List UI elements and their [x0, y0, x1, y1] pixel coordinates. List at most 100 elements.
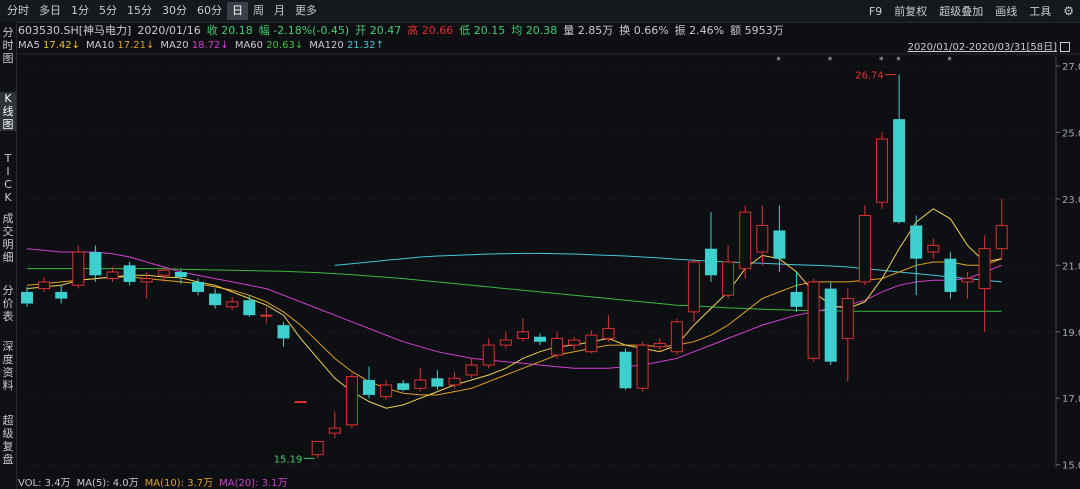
ma-value: 18.72↓ — [191, 39, 229, 51]
tab-timeframe[interactable]: 周 — [253, 4, 264, 17]
candle-body — [482, 344, 495, 366]
tool-button[interactable]: 工具 — [1029, 5, 1052, 18]
candle-body — [328, 427, 341, 434]
ma10-line — [26, 258, 1002, 396]
candle-body — [89, 252, 102, 276]
candle-body — [277, 325, 290, 339]
candle-body — [841, 298, 854, 339]
candle-body — [414, 379, 427, 389]
tool-button[interactable]: 前复权 — [894, 5, 928, 18]
tool-button[interactable]: F9 — [868, 4, 883, 18]
candle-body — [773, 230, 786, 259]
timeframe-tabs: 分时 多日 1分 5分 15分 30分 60分日周月更多 — [0, 0, 322, 22]
candle-body — [499, 339, 512, 346]
candle-body — [568, 339, 581, 346]
low-value: 低 20.15 — [459, 24, 506, 37]
candle-body — [106, 271, 119, 280]
candle-body — [380, 384, 393, 398]
candle-body — [893, 119, 906, 223]
date-range-label: 2020/01/02-2020/03/31[58日] — [907, 42, 1057, 53]
candle-body — [397, 383, 410, 390]
candle-body — [516, 331, 529, 339]
left-sidebar: 分 时 图 K 线 图 T I C K 成 交 明 细分 价 表深 度 资 料超 级 … — [0, 22, 17, 489]
sidebar-item[interactable]: 超 级 复 盘 — [2, 414, 14, 466]
y-tick-label: 15.0 — [1062, 461, 1080, 472]
tab-timeframe[interactable]: 月 — [274, 4, 285, 17]
candle-body — [260, 314, 273, 317]
ma-item: MA5 17.42↓ — [18, 40, 80, 51]
candle-body — [363, 379, 375, 395]
candle-body — [226, 301, 239, 308]
tool-button[interactable]: 画线 — [995, 5, 1018, 18]
candle-body — [174, 271, 187, 277]
candle-body — [807, 281, 820, 359]
ma-label: MA120 — [309, 39, 347, 51]
candle-body — [670, 321, 683, 353]
candle-body — [944, 258, 957, 292]
candle-body — [687, 261, 700, 313]
ma5-line — [26, 208, 1002, 409]
ma-item: MA10 17.21↓ — [86, 40, 154, 51]
tab-timeframe[interactable]: 1分 — [71, 4, 89, 17]
y-tick-label: 27.0 — [1062, 62, 1080, 73]
volume-legend: VOL: 3.4万 MA(5): 4.0万 MA(10): 3.7万 MA(20): … — [18, 474, 294, 489]
candle-body — [995, 224, 1008, 250]
tab-timeframe[interactable]: 30分 — [162, 4, 187, 17]
candle-body — [619, 351, 632, 389]
ma-value: 20.63↓ — [266, 39, 304, 51]
tab-timeframe[interactable]: 60分 — [197, 4, 222, 17]
gear-icon[interactable]: ⚙ — [1063, 4, 1074, 18]
y-tick-label: 21.0 — [1062, 261, 1080, 272]
candle-body — [790, 291, 803, 307]
candle-body — [858, 214, 871, 283]
date-range-selector[interactable]: 2020/01/02-2020/03/31[58日] — [908, 38, 1070, 53]
change-value: 幅 -2.18%(-0.45) — [258, 24, 350, 37]
close-value: 收 20.18 — [206, 24, 253, 37]
tab-timeframe[interactable]: 15分 — [127, 4, 152, 17]
ma-label: MA10 — [86, 39, 118, 51]
candle-body — [927, 244, 940, 253]
candle-body — [448, 377, 461, 386]
ma20-line — [26, 248, 1002, 369]
sidebar-item[interactable]: K 线 图 — [0, 92, 16, 131]
turnover-value: 换 0.66% — [619, 24, 669, 37]
candle-body — [705, 248, 717, 276]
candle-body — [431, 378, 444, 387]
quote-info-bar: 603530.SH[神马电力] 2020/01/16 收 20.18 幅 -2.… — [18, 22, 790, 38]
sidebar-item[interactable]: 分 价 表 — [2, 284, 14, 323]
candle-body — [602, 327, 615, 339]
candle-body — [192, 281, 204, 292]
candle-body — [551, 337, 564, 356]
candle-body — [876, 138, 888, 203]
chart-tools: F9 前复权 超级叠加 画线 工具 ⚙ — [863, 0, 1080, 22]
ma-legend: MA5 17.42↓ MA10 17.21↓ MA20 18.72↓ MA60 20.… — [18, 38, 390, 52]
sidebar-item[interactable]: 深 度 资 料 — [2, 340, 14, 392]
amount-value: 额 5953万 — [730, 24, 784, 37]
tab-timeframe[interactable]: 分时 — [7, 4, 29, 17]
range-box-icon — [1060, 42, 1070, 52]
tab-timeframe[interactable]: 5分 — [99, 4, 117, 17]
candle-body — [140, 278, 153, 283]
candle-body — [243, 300, 256, 316]
candle-body — [123, 265, 136, 282]
candle-body — [55, 291, 68, 299]
sidebar-item[interactable]: T I C K — [4, 152, 12, 204]
tab-timeframe[interactable]: 更多 — [295, 4, 317, 17]
tab-timeframe[interactable]: 多日 — [39, 4, 61, 17]
sidebar-item[interactable]: 成 交 明 细 — [2, 212, 14, 264]
candle-body — [636, 344, 649, 389]
candle-body — [38, 281, 51, 290]
ma-label: MA60 — [234, 39, 267, 51]
tool-button[interactable]: 超级叠加 — [939, 5, 984, 18]
ma-item: MA20 18.72↓ — [160, 40, 228, 51]
avg-value: 均 20.38 — [511, 24, 558, 37]
volume-stat: MA(5): 4.0万 — [76, 477, 139, 489]
tab-timeframe[interactable]: 日 — [227, 2, 248, 20]
star-marker: * — [879, 56, 884, 66]
candle-body — [209, 293, 222, 306]
sidebar-item[interactable]: 分 时 图 — [2, 26, 14, 65]
star-marker: * — [896, 56, 901, 66]
ma60-line — [27, 268, 1002, 312]
star-marker: * — [828, 56, 833, 66]
